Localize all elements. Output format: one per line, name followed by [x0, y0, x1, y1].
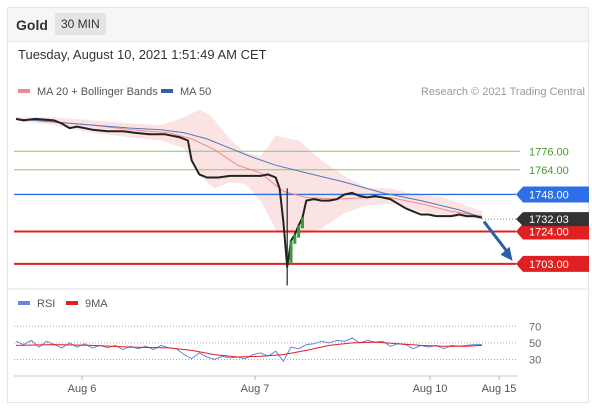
rebound-candle-3 [300, 217, 304, 229]
timestamp: Tuesday, August 10, 2021 1:51:49 AM CET [18, 47, 267, 62]
rebound-candle-0 [289, 240, 293, 264]
level-box-4 [516, 255, 589, 272]
forecast-arrow-shaft [482, 220, 511, 256]
timeframe-badge[interactable]: 30 MIN [55, 13, 106, 35]
credit-text: Research © 2021 Trading Central [421, 86, 585, 98]
chart-widget: Gold 30 MIN Tuesday, August 10, 2021 1:5… [7, 7, 589, 403]
rebound-candle-1 [293, 234, 297, 244]
bollinger-band [16, 109, 482, 235]
level-box-3 [516, 223, 589, 240]
price-line [15, 117, 483, 268]
rsi-level-label-2: 30 [529, 355, 541, 367]
legend-label-1: MA 50 [180, 86, 211, 98]
rsi-legend-swatch-1 [66, 301, 78, 305]
level-label-1: 1764.00 [529, 165, 569, 177]
last-price-box [516, 212, 589, 227]
level-label-0: 1776.00 [529, 146, 569, 158]
level-label-2: 1748.00 [529, 189, 569, 201]
rsi-legend-swatch-0 [18, 301, 30, 305]
rsi-line [15, 337, 482, 363]
asset-title: Gold [16, 17, 48, 33]
level-label-4: 1703.00 [529, 259, 569, 271]
x-tick-label-0: Aug 6 [68, 383, 97, 395]
rsi-legend-label-0: RSI [37, 298, 55, 310]
x-tick-label-1: Aug 7 [241, 383, 270, 395]
legend-swatch-1 [161, 89, 173, 93]
rebound-candle-2 [297, 225, 301, 238]
rsi-level-label-0: 70 [529, 321, 541, 333]
x-tick-label-2: Aug 10 [413, 383, 448, 395]
ma50-line [15, 118, 483, 219]
level-label-3: 1724.00 [529, 226, 569, 238]
ma20-line [15, 118, 483, 217]
rsi-legend-label-1: 9MA [85, 298, 108, 310]
header-bar: Gold 30 MIN [8, 8, 588, 42]
rsi-level-label-1: 50 [529, 338, 541, 350]
legend-label-0: MA 20 + Bollinger Bands [37, 86, 158, 98]
rsi-ma9-line [15, 341, 483, 358]
forecast-arrow-head [500, 246, 513, 261]
level-box-2 [516, 186, 589, 203]
last-price-label: 1732.03 [529, 214, 569, 226]
legend-swatch-0 [18, 89, 30, 93]
x-tick-label-3: Aug 15 [482, 383, 517, 395]
